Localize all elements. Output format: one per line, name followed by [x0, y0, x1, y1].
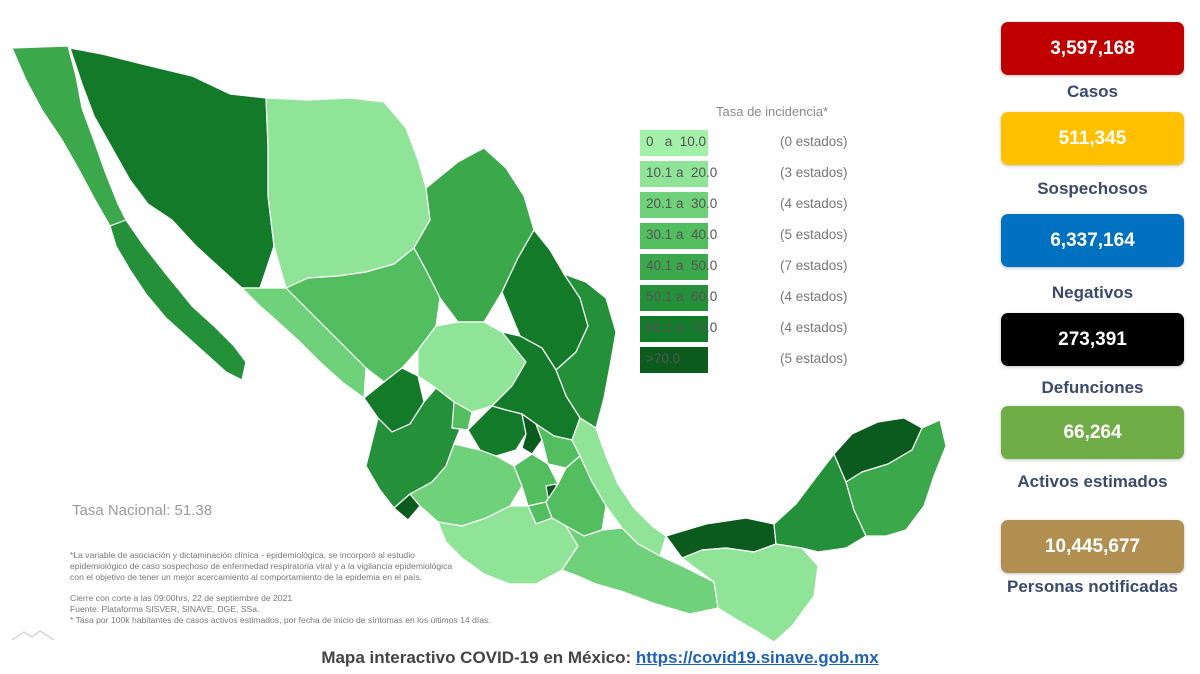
state-chiapas [681, 543, 819, 643]
national-rate: Tasa Nacional: 51.38 [72, 502, 213, 519]
legend-row: 20.1 a 30.0 (4 estados) [640, 192, 910, 218]
sospechosos-label: Sospechosos [1037, 179, 1148, 198]
state-guanajuato [467, 405, 527, 457]
state-quintana-roo [845, 419, 946, 537]
state-sinaloa [241, 287, 367, 399]
defunciones-label: Defunciones [1041, 378, 1144, 397]
legend-title: Tasa de incidencia* [716, 104, 829, 119]
legend-count: (7 estados) [780, 258, 848, 273]
footnote-line: * Tasa por 100k habitantes de casos acti… [70, 615, 491, 625]
legend-swatch [640, 347, 708, 373]
legend-count: (0 estados) [780, 134, 848, 149]
legend-row: 40.1 a 50.0 (7 estados) [640, 254, 910, 280]
footnote-line: *La variable de asociación y dictaminaci… [70, 550, 415, 560]
caption-link[interactable]: https://covid19.sinave.gob.mx [635, 648, 879, 667]
legend-count: (4 estados) [780, 320, 848, 335]
legend-swatch [640, 130, 708, 156]
legend-range: 40.1 a 50.0 [646, 258, 718, 273]
legend-swatch [640, 316, 708, 342]
legend-count: (4 estados) [780, 196, 848, 211]
legend-swatch [640, 285, 708, 311]
legend-count: (5 estados) [780, 351, 848, 366]
notificadas-label: Personas notificadas [1006, 577, 1178, 596]
footnote-line: Fuente: Plataforma SISVER, SINAVE, DGE, … [70, 604, 260, 614]
caption-text: Mapa interactivo COVID-19 en México: [321, 648, 636, 667]
legend-swatch [640, 192, 708, 218]
sospechosos-box: 511,345 [1001, 112, 1184, 165]
legend-row: 30.1 a 40.0 (5 estados) [640, 223, 910, 249]
legend-range: 20.1 a 30.0 [646, 196, 718, 211]
negativos-label: Negativos [1051, 283, 1134, 302]
legend-range: 50.1 a 60.0 [646, 289, 718, 304]
legend-range: 0 a 10.0 [646, 134, 707, 149]
map-panel: Tasa de incidencia* 0 a 10.0 (0 estados)… [6, 36, 946, 651]
legend-count: (4 estados) [780, 289, 848, 304]
legend-count: (3 estados) [780, 165, 848, 180]
bottom-caption: Mapa interactivo COVID-19 en México: htt… [0, 648, 1200, 668]
legend-row: 50.1 a 60.0 (4 estados) [640, 285, 910, 311]
legend-row: 10.1 a 20.0 (3 estados) [640, 161, 910, 187]
activos-box: 66,264 [1001, 406, 1184, 459]
legend-row: 0 a 10.0 (0 estados) [640, 130, 910, 156]
legend-swatch [640, 223, 708, 249]
mexico-map [11, 45, 946, 643]
state-baja-california-sur [109, 219, 247, 381]
footnote-line: epidemiológico de caso sospechoso de enf… [70, 561, 453, 571]
casos-box: 3,597,168 [1001, 22, 1184, 75]
negativos-box: 6,337,164 [1001, 214, 1184, 267]
legend-range: 30.1 a 40.0 [646, 227, 718, 242]
defunciones-box: 273,391 [1001, 313, 1184, 366]
legend-count: (5 estados) [780, 227, 848, 242]
mountain-logo-icon [11, 630, 55, 641]
notificadas-box: 10,445,677 [1001, 520, 1184, 573]
footnote-line: Cierre con corte a las 09:00hrs, 22 de s… [70, 593, 293, 603]
casos-label: Casos [1066, 82, 1119, 101]
legend-swatch [640, 254, 708, 280]
footnote-line: con el objetivo de tener un mejor acerca… [70, 572, 423, 582]
legend-range: 10.1 a 20.0 [646, 165, 718, 180]
legend-row: 60.1 a 70.0 (4 estados) [640, 316, 910, 342]
legend-row: >70.0 (5 estados) [640, 347, 910, 373]
legend-range: 60.1 a 70.0 [646, 320, 718, 335]
activos-label: Activos estimados [1017, 472, 1168, 491]
legend-swatch [640, 161, 708, 187]
legend-range: >70.0 [646, 351, 681, 366]
